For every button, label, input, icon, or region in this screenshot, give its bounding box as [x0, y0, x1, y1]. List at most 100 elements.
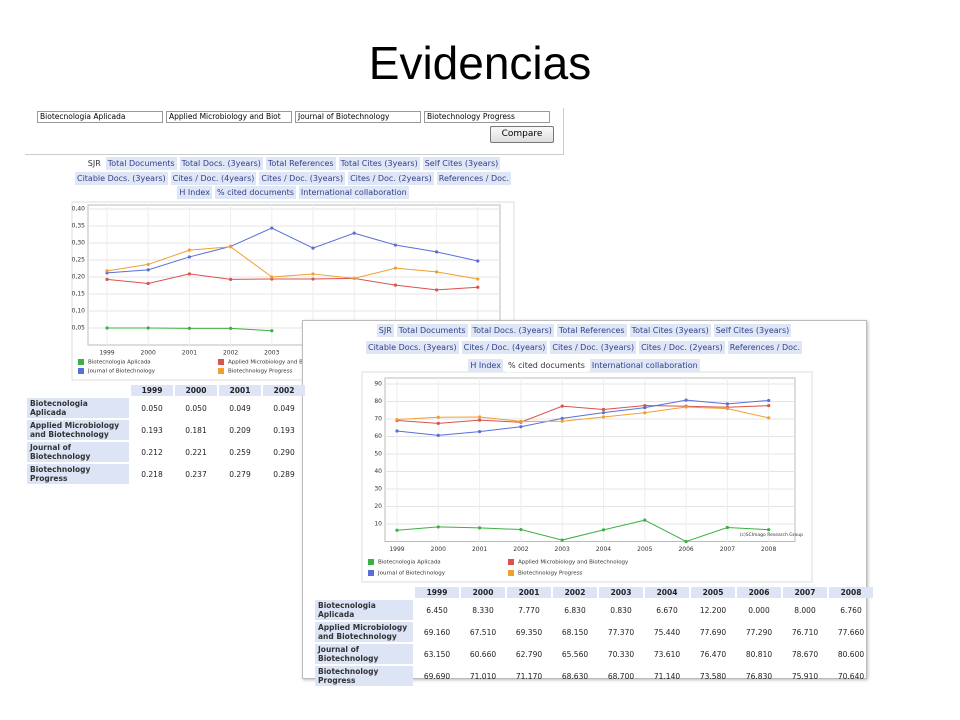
plot-frame	[384, 377, 796, 542]
x-tick-label: 2006	[678, 546, 693, 553]
tab[interactable]: References / Doc.	[436, 172, 511, 185]
point	[435, 250, 439, 254]
y-tick-label: 0,10	[72, 308, 86, 315]
point	[560, 416, 564, 421]
tab[interactable]: Total Cites (3years)	[338, 157, 420, 170]
point	[684, 405, 688, 409]
tab[interactable]: Cites / Doc. (3years)	[550, 341, 637, 354]
point	[436, 525, 440, 529]
tab[interactable]: Self Cites (3years)	[422, 157, 501, 170]
tab[interactable]: Total Docs. (3years)	[470, 324, 554, 337]
corner-cell	[315, 587, 413, 598]
row-label: Biotechnology Progress	[315, 666, 413, 686]
tab[interactable]: SJR	[376, 324, 394, 337]
tab[interactable]: References / Doc.	[727, 341, 802, 354]
point	[601, 407, 606, 412]
legend-swatch	[368, 559, 374, 565]
journal-select[interactable]: Applied Microbiology and Biot	[166, 111, 292, 123]
tab[interactable]: Total Cites (3years)	[629, 324, 711, 337]
point	[146, 268, 150, 272]
y-tick-label: 50	[374, 451, 382, 458]
tab[interactable]: Total References	[265, 157, 336, 170]
tab[interactable]: Cites / Doc. (4years)	[461, 341, 548, 354]
year-header: 2000	[461, 587, 505, 598]
point	[767, 416, 771, 420]
x-tick-label: 2004	[596, 546, 611, 553]
value-cell: 62.790	[515, 649, 543, 659]
point	[393, 243, 397, 247]
tab[interactable]: H Index	[468, 359, 503, 372]
tab[interactable]: Cites / Doc. (4years)	[170, 172, 257, 185]
value-cell: 0.237	[185, 469, 207, 479]
tab[interactable]: Citable Docs. (3years)	[365, 341, 459, 354]
tab[interactable]: Self Cites (3years)	[713, 324, 792, 337]
point	[311, 272, 315, 276]
legend-swatch	[508, 559, 514, 565]
tab[interactable]: H Index	[177, 186, 212, 199]
value-cell: 69.350	[515, 627, 543, 637]
tab[interactable]: Cites / Doc. (3years)	[259, 172, 346, 185]
tab-row: SJR Total Documents Total Docs. (3years) To…	[354, 324, 814, 337]
point	[684, 398, 688, 402]
point	[519, 419, 523, 423]
journal-select[interactable]: Biotechnology Progress	[424, 111, 550, 123]
legend-label: Applied Microbiology and Biotechnology	[518, 560, 629, 566]
year-header: 2004	[645, 587, 689, 598]
value-cell: 80.810	[745, 649, 773, 659]
tab[interactable]: Total Documents	[396, 324, 468, 337]
value-cell: 0.050	[185, 403, 207, 413]
value-cell: 68.150	[561, 627, 589, 637]
value-cell: 6.670	[656, 605, 678, 615]
value-cell: 71.170	[515, 671, 543, 681]
point	[767, 398, 771, 403]
tab[interactable]: International collaboration	[589, 359, 700, 372]
y-tick-label: 0,35	[72, 223, 86, 230]
corner-cell	[27, 385, 129, 396]
point	[519, 527, 523, 532]
tab[interactable]: % cited documents	[505, 359, 587, 372]
tab[interactable]: International collaboration	[298, 186, 409, 199]
chart-box	[361, 371, 813, 583]
value-cell: 0.218	[141, 469, 163, 479]
tab[interactable]: Total Docs. (3years)	[179, 157, 263, 170]
value-cell: 0.279	[229, 469, 251, 479]
x-tick-label: 2001	[182, 350, 197, 357]
value-cell: 76.830	[745, 671, 773, 681]
year-header: 2005	[691, 587, 735, 598]
select-text: Biotecnologia Aplicada	[40, 112, 126, 121]
tab[interactable]: Cites / Doc. (2years)	[348, 172, 434, 185]
compare-button[interactable]: Compare	[490, 126, 554, 143]
select-text: Biotechnology Progress	[427, 112, 515, 121]
journal-select[interactable]: Journal of Biotechnology	[295, 111, 421, 123]
tab-row: H Index% cited documents International co…	[354, 359, 814, 372]
point	[560, 404, 564, 408]
tab[interactable]: Citable Docs. (3years)	[74, 172, 168, 185]
point	[146, 326, 150, 330]
year-header: 2001	[219, 385, 261, 396]
tab[interactable]: Total Documents	[105, 157, 177, 170]
legend-label: Journal of Biotechnology	[87, 369, 156, 375]
tab[interactable]: Cites / Doc. (2years)	[639, 341, 725, 354]
tab[interactable]: SJR	[85, 157, 103, 170]
tab[interactable]: Total References	[556, 324, 627, 337]
value-cell: 0.289	[273, 469, 295, 479]
legend-swatch	[368, 570, 374, 576]
value-cell: 76.470	[699, 649, 727, 659]
point	[393, 266, 397, 270]
tab[interactable]: % cited documents	[214, 186, 296, 199]
y-tick-label: 0,25	[72, 257, 86, 264]
journal-select[interactable]: Biotecnologia Aplicada	[37, 111, 163, 123]
value-cell: 63.150	[423, 649, 451, 659]
y-tick-label: 0,20	[72, 274, 86, 281]
point	[105, 269, 109, 273]
value-cell: 0.212	[141, 447, 163, 457]
legend-label: Biotecnologia Aplicada	[88, 360, 151, 366]
y-tick-label: 0,30	[72, 240, 86, 247]
point	[435, 270, 439, 274]
value-cell: 77.690	[699, 627, 727, 637]
value-cell: 6.450	[426, 605, 448, 615]
tab-row: Citable Docs. (3years) Cites / Doc. (4yea…	[354, 341, 814, 354]
y-tick-label: 40	[374, 468, 382, 475]
tab-row: SJR Total Documents Total Docs. (3years) To…	[53, 157, 533, 170]
